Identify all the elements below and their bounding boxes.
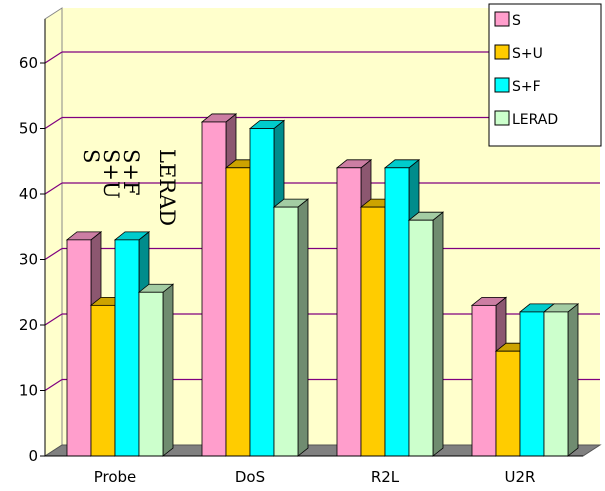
legend-label: S+U — [512, 46, 543, 62]
legend-swatch — [494, 44, 510, 60]
x-category-label: U2R — [505, 468, 536, 486]
bar-front — [471, 304, 497, 457]
bar-side — [432, 211, 444, 457]
y-tick-label: 30 — [19, 251, 38, 269]
legend-label: S — [512, 13, 521, 29]
bar-front — [543, 311, 569, 457]
annotation-label: S — [79, 149, 103, 163]
bar-front — [201, 121, 227, 457]
bar-front — [408, 219, 434, 457]
y-tick-label: 20 — [19, 316, 38, 334]
y-axis-ticks: 0 10 20 30 40 50 60 — [19, 54, 45, 465]
y-tick-label: 40 — [19, 185, 38, 203]
y-tick-label: 50 — [19, 120, 38, 138]
gridline-side — [44, 116, 63, 130]
legend-label: S+F — [512, 79, 541, 95]
bar-front — [249, 128, 275, 457]
bar — [137, 283, 175, 457]
bar-front — [360, 206, 386, 457]
legend-swatch — [494, 110, 510, 126]
bar-front — [90, 304, 116, 457]
gridline-side — [44, 247, 63, 261]
bar — [272, 198, 310, 457]
bar — [542, 303, 580, 457]
annotation-label: S+U — [99, 149, 123, 199]
gridline-side — [44, 378, 63, 392]
bars — [65, 113, 580, 457]
y-tick-label: 10 — [19, 382, 38, 400]
gridline-side — [44, 182, 63, 195]
bar-side — [567, 303, 579, 457]
bar-side — [162, 283, 174, 457]
x-category-label: Probe — [94, 468, 137, 486]
bar-side — [297, 198, 309, 457]
legend-label: LERAD — [512, 112, 558, 128]
annotation-label: S+F — [119, 149, 143, 196]
legend-swatch — [494, 77, 510, 93]
bar-front — [138, 291, 164, 457]
x-category-label: R2L — [371, 468, 400, 486]
y-tick-label: 0 — [28, 447, 38, 465]
bar-front — [66, 239, 92, 457]
x-category-label: DoS — [235, 468, 265, 486]
bar — [407, 211, 445, 457]
bar-front — [495, 350, 521, 457]
x-axis-categories: Probe DoS R2L U2R — [45, 455, 583, 486]
bar-front — [225, 167, 251, 457]
gridline-side — [44, 51, 63, 64]
y-tick-label: 60 — [19, 54, 38, 72]
bar-front — [336, 167, 362, 457]
gridline-side — [44, 313, 63, 326]
annotation-label: LERAD — [155, 149, 179, 226]
legend: S S+U S+F LERAD — [488, 3, 602, 147]
bar-front — [273, 206, 299, 457]
vertical-annotation: SS+US+F LERAD — [79, 149, 179, 226]
bar-front — [384, 167, 410, 457]
bar-front — [519, 311, 545, 457]
legend-swatch — [494, 11, 510, 27]
bar-front — [114, 239, 140, 457]
